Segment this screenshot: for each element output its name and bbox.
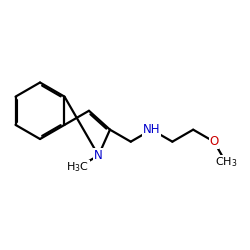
- Text: O: O: [209, 135, 218, 148]
- Text: CH$_3$: CH$_3$: [215, 156, 237, 170]
- Text: N: N: [94, 149, 103, 162]
- Text: NH: NH: [143, 123, 160, 136]
- Text: H$_3$C: H$_3$C: [66, 160, 89, 174]
